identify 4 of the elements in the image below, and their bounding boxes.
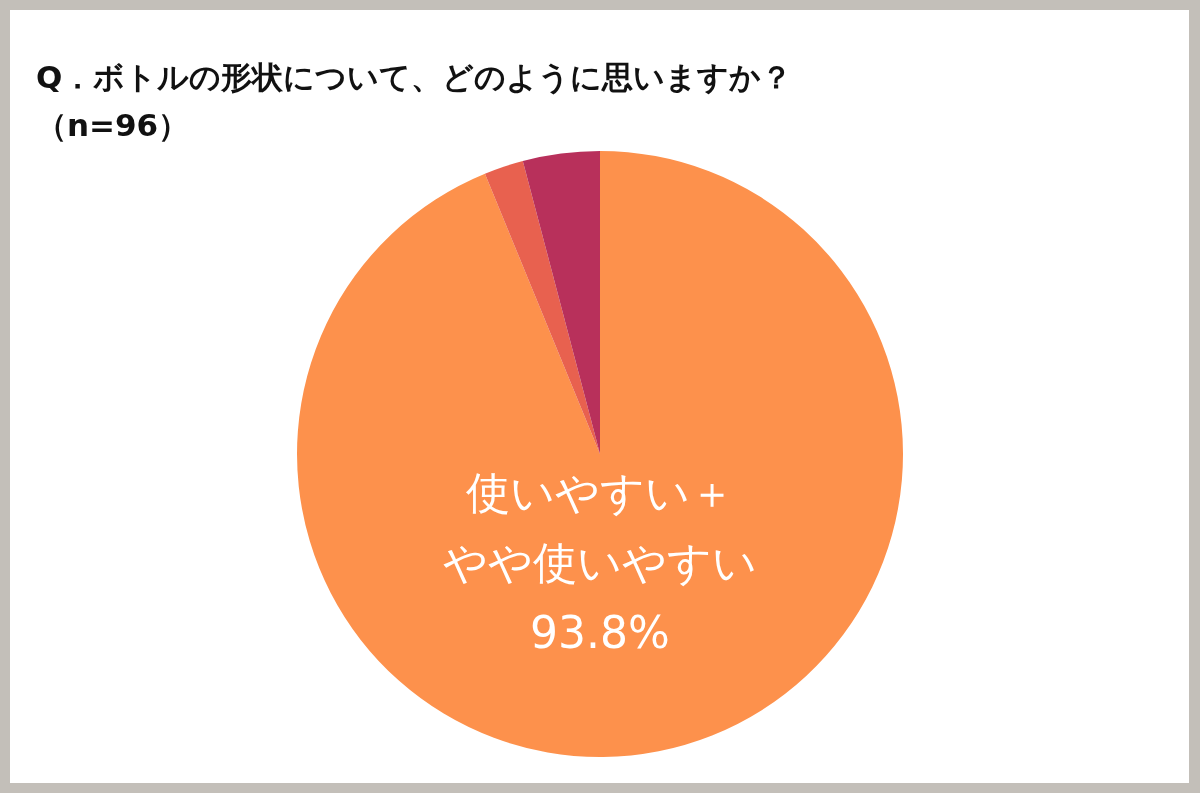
chart-title: Q．ボトルの形状について、どのように思いますか？ — [36, 58, 793, 97]
chart-subtitle: （n=96） — [36, 106, 190, 145]
slice-label: 使いやすい＋やや使いやすい — [443, 466, 757, 588]
data-label: 93.8% — [530, 606, 670, 658]
